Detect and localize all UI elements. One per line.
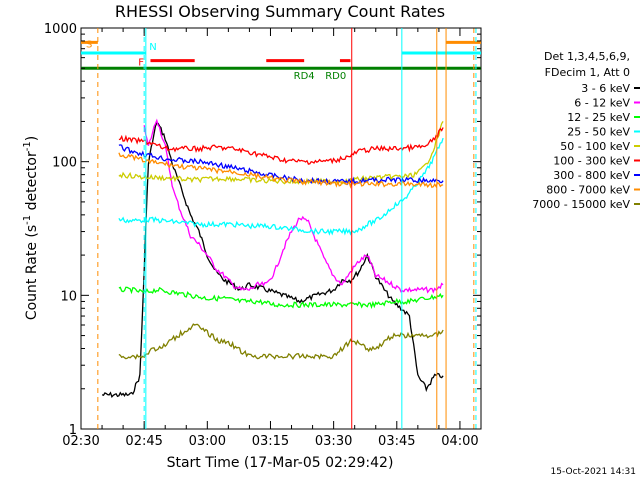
y-tick-label-2: 100 bbox=[52, 156, 77, 171]
y-label-end: ) bbox=[24, 136, 40, 141]
y-label-sup1: -1 bbox=[22, 215, 33, 225]
series-line-2 bbox=[118, 286, 444, 310]
legend-label-6: 300 - 800 keV bbox=[553, 169, 630, 182]
series-line-7 bbox=[118, 152, 444, 189]
legend-label-0: 3 - 6 keV bbox=[581, 82, 630, 95]
y-tick-label-1: 10 bbox=[60, 289, 77, 304]
x-tick-label-4: 03:30 bbox=[315, 434, 352, 449]
series-layer bbox=[101, 118, 444, 399]
x-tick-label-3: 03:15 bbox=[252, 434, 289, 449]
status-bar-label-4: RD0 bbox=[325, 71, 346, 82]
axis-ticks: 02:30 02:45 03:00 03:15 03:30 03:45 04:00 1 10 10… bbox=[44, 22, 482, 449]
status-bar-label-1: N bbox=[149, 42, 156, 53]
y-label-sup2: -1 bbox=[22, 141, 33, 151]
series-line-8 bbox=[118, 323, 444, 361]
axes-frame bbox=[80, 27, 482, 430]
legend-label-5: 100 - 300 keV bbox=[553, 155, 630, 168]
x-tick-label-0: 02:30 bbox=[62, 434, 99, 449]
legend: Det 1,3,4,5,6,9, FDecim 1, Att 0 3 - 6 k… bbox=[532, 50, 640, 211]
series-line-4 bbox=[118, 121, 444, 186]
series-line-1 bbox=[143, 118, 444, 294]
x-tick-label-5: 03:45 bbox=[378, 434, 415, 449]
chart-title: RHESSI Observing Summary Count Rates bbox=[115, 2, 445, 21]
legend-label-7: 800 - 7000 keV bbox=[546, 184, 630, 197]
legend-label-2: 12 - 25 keV bbox=[567, 111, 630, 124]
y-axis-label: Count Rate (s-1 detector-1) bbox=[22, 136, 40, 320]
marker-lines bbox=[97, 28, 477, 429]
y-label-mid: detector bbox=[24, 151, 40, 215]
status-bar-label-0: S bbox=[86, 39, 92, 50]
series-line-0 bbox=[101, 121, 444, 399]
x-tick-label-2: 03:00 bbox=[189, 434, 226, 449]
legend-label-1: 6 - 12 keV bbox=[574, 97, 630, 110]
x-axis-label: Start Time (17-Mar-05 02:29:42) bbox=[167, 455, 394, 471]
plot-area: S NF RD4 RD0 02:30 02:45 03:00 03:15 03:30 03:45… bbox=[44, 22, 482, 449]
legend-label-8: 7000 - 15000 keV bbox=[532, 198, 630, 211]
x-tick-label-6: 04:00 bbox=[441, 434, 478, 449]
status-bar-label-2: F bbox=[138, 58, 144, 69]
legend-label-3: 25 - 50 keV bbox=[567, 126, 630, 139]
legend-header-detectors: Det 1,3,4,5,6,9, bbox=[544, 50, 630, 63]
status-bar-label-3: RD4 bbox=[294, 71, 315, 82]
legend-label-4: 50 - 100 keV bbox=[560, 140, 630, 153]
generation-date-stamp: 15-Oct-2021 14:31 bbox=[550, 467, 636, 477]
y-tick-label-3: 1000 bbox=[44, 22, 77, 37]
y-label-main: Count Rate (s bbox=[24, 225, 40, 320]
legend-header-decimation: FDecim 1, Att 0 bbox=[545, 66, 630, 79]
series-line-5 bbox=[118, 127, 444, 165]
y-tick-label-0: 1 bbox=[69, 423, 77, 438]
series-line-3 bbox=[118, 137, 444, 236]
x-tick-label-1: 02:45 bbox=[125, 434, 162, 449]
status-bars: S NF RD4 RD0 bbox=[81, 39, 481, 82]
